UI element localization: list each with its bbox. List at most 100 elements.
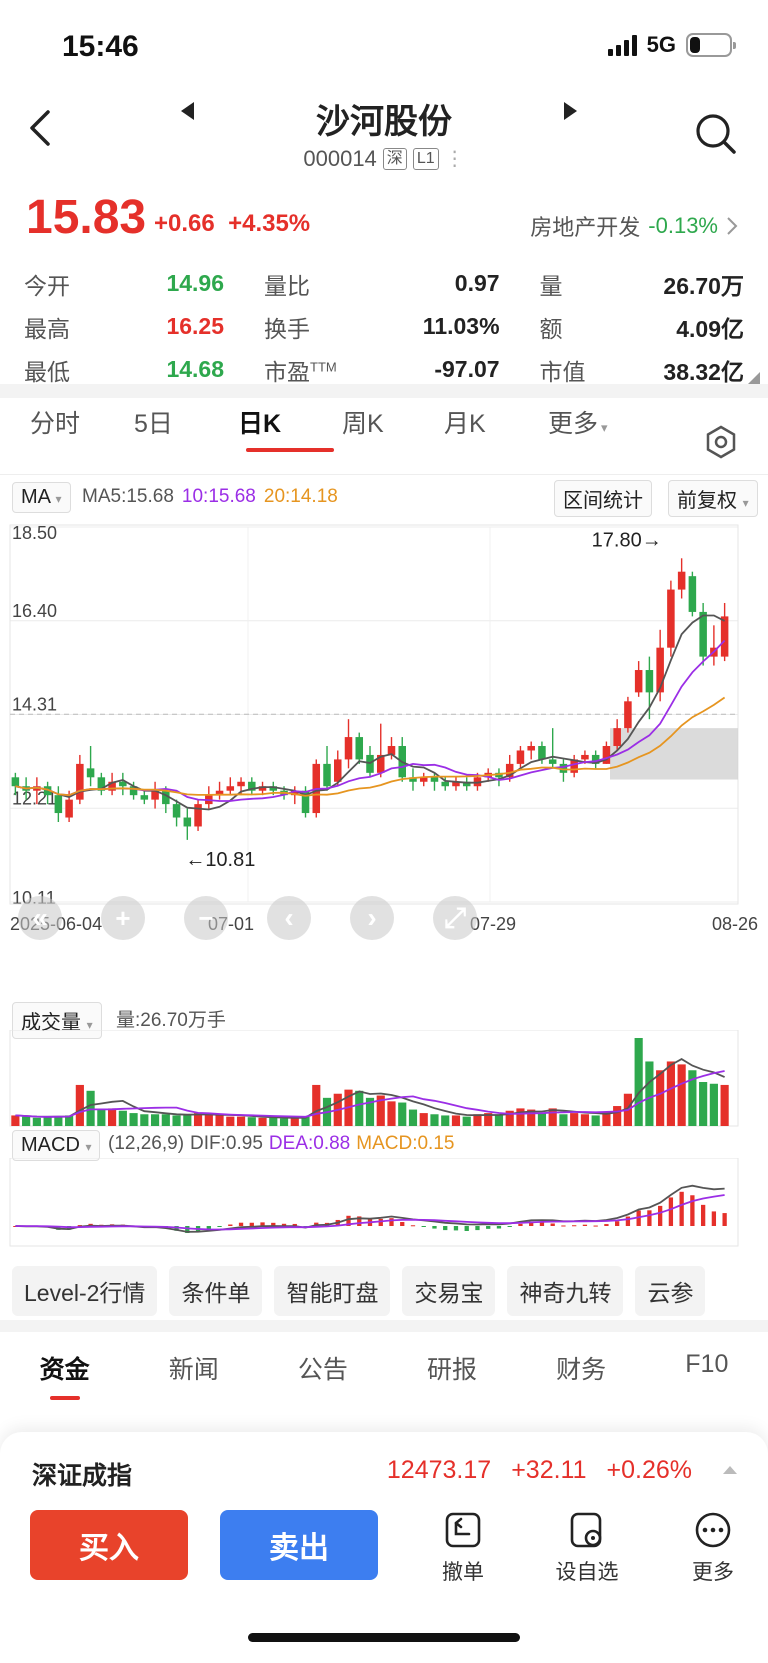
macd-bar [711,1211,717,1226]
adjust-button[interactable]: 前复权 ▾ [668,480,758,517]
prev-stock-icon[interactable] [178,100,198,122]
volume-chart[interactable] [0,1030,768,1128]
buy-button[interactable]: 买入 [30,1510,188,1580]
volume-selector[interactable]: 成交量 ▾ [12,1002,102,1039]
macd-bar [593,1225,598,1227]
volume-ma-line [15,1070,725,1118]
index-name[interactable]: 深证成指 [32,1462,133,1490]
candle [215,781,224,800]
rewind-icon[interactable]: « [18,896,62,940]
macd-selector[interactable]: MACD ▾ [12,1130,101,1161]
y-tick-label: 14.31 [12,695,57,715]
macd-bar [572,1225,577,1227]
network-type: 5G [646,32,676,57]
volume-bar [494,1115,504,1126]
quote-row: 今开 14.96 量比 0.97 量 26.70万 [24,262,744,305]
shortcut-3[interactable]: 交易宝 [402,1266,496,1316]
sector-change: -0.13% [648,213,718,238]
volume-bar [419,1113,428,1126]
volume-bar [688,1070,697,1126]
candle [344,719,353,769]
next-stock-icon[interactable] [560,100,580,122]
macd-bar [636,1210,641,1226]
low-annotation: ←10.81 [185,849,255,871]
quote-value: 16.25 [166,313,224,339]
info-tab-4[interactable]: 财务 [556,1356,607,1384]
volume-bar [258,1117,267,1126]
shortcut-4[interactable]: 神奇九转 [507,1266,624,1316]
info-tab-5[interactable]: F10 [685,1350,729,1378]
x-tick-label: 07-29 [470,914,516,934]
ma5-value: MA5:15.68 [82,486,174,507]
chevron-up-icon[interactable] [722,1464,738,1476]
expand-corner-icon[interactable] [748,372,760,384]
search-icon[interactable] [694,112,738,156]
shortcut-5[interactable]: 云参 [635,1266,706,1316]
macd-bar [475,1226,480,1231]
info-tab-2[interactable]: 公告 [297,1356,348,1384]
stock-name: 沙河股份 [316,103,452,141]
tab-2[interactable]: 日K [238,404,342,452]
sell-button[interactable]: 卖出 [220,1510,378,1580]
candle [677,558,686,599]
shortcut-0[interactable]: Level-2行情 [12,1266,158,1316]
info-tab-0[interactable]: 资金 [40,1350,90,1400]
candle [54,786,63,822]
next-icon[interactable]: › [350,896,394,940]
volume-bar [398,1102,407,1126]
volume-bar [22,1116,31,1126]
home-indicator[interactable] [248,1633,520,1642]
watchlist-label: 设自选 [555,1561,619,1584]
volume-bar [204,1114,213,1126]
zoom-out-icon[interactable]: − [184,896,228,940]
tab-3[interactable]: 周K [342,410,384,438]
info-tab-1[interactable]: 新闻 [168,1356,219,1384]
sector-name: 房地产开发 [530,215,641,240]
fullscreen-icon[interactable]: ⤢ [433,896,477,940]
quote-label: 量 [539,272,563,299]
index-value: 12473.17 [386,1456,492,1484]
back-icon[interactable] [26,108,56,148]
shortcut-1[interactable]: 条件单 [169,1266,263,1316]
macd-bar [249,1222,254,1226]
shortcut-2[interactable]: 智能盯盘 [274,1266,391,1316]
zoom-in-icon[interactable]: + [101,896,145,940]
quote-row: 最高 16.25 换手 11.03% 额 4.09亿 [24,305,744,348]
volume-bar [720,1084,729,1126]
interval-stats-button[interactable]: 区间统计 [554,480,652,517]
volume-bar [290,1117,299,1126]
quote-label: 最高 [24,315,70,342]
candle [387,737,396,760]
watchlist-button[interactable]: 设自选 [542,1510,632,1586]
section-divider-2 [0,1320,768,1332]
sector-link[interactable]: 房地产开发 -0.13% [530,210,738,242]
macd-chart[interactable] [0,1158,768,1250]
volume-bar [666,1061,675,1126]
tab-0[interactable]: 分时 [30,410,81,438]
withdraw-button[interactable]: 撤单 [418,1510,508,1586]
info-tab-3[interactable]: 研报 [426,1356,477,1384]
candlestick-chart[interactable]: 18.5016.4014.3112.2110.1117.80→←10.81202… [0,512,768,1002]
more-button[interactable]: 更多 [668,1510,758,1586]
tab-5[interactable]: 更多 ▾ [548,410,608,438]
volume-bar [548,1108,557,1126]
volume-bar [312,1084,321,1126]
macd-bar [486,1226,491,1229]
more-dots-icon[interactable]: ⋮ [444,148,465,170]
battery-icon [686,33,736,57]
chevron-right-icon [727,217,738,235]
index-values: 12473.17 +32.11 +0.26% [387,1456,692,1485]
volume-bar [247,1117,256,1126]
macd-values: (12,26,9) DIF:0.95 DEA:0.88 MACD:0.15 [108,1133,454,1155]
candle [505,754,514,782]
volume-bar [279,1118,289,1126]
macd-bar [700,1204,706,1226]
candle [172,799,181,827]
tab-4[interactable]: 月K [444,410,486,438]
prev-icon[interactable]: ‹ [267,896,311,940]
tab-1[interactable]: 5日 [134,410,173,438]
ma-selector[interactable]: MA ▾ [12,482,71,513]
macd-bar [550,1223,555,1226]
settings-hex-icon[interactable] [704,425,738,459]
volume-bar [32,1117,41,1126]
